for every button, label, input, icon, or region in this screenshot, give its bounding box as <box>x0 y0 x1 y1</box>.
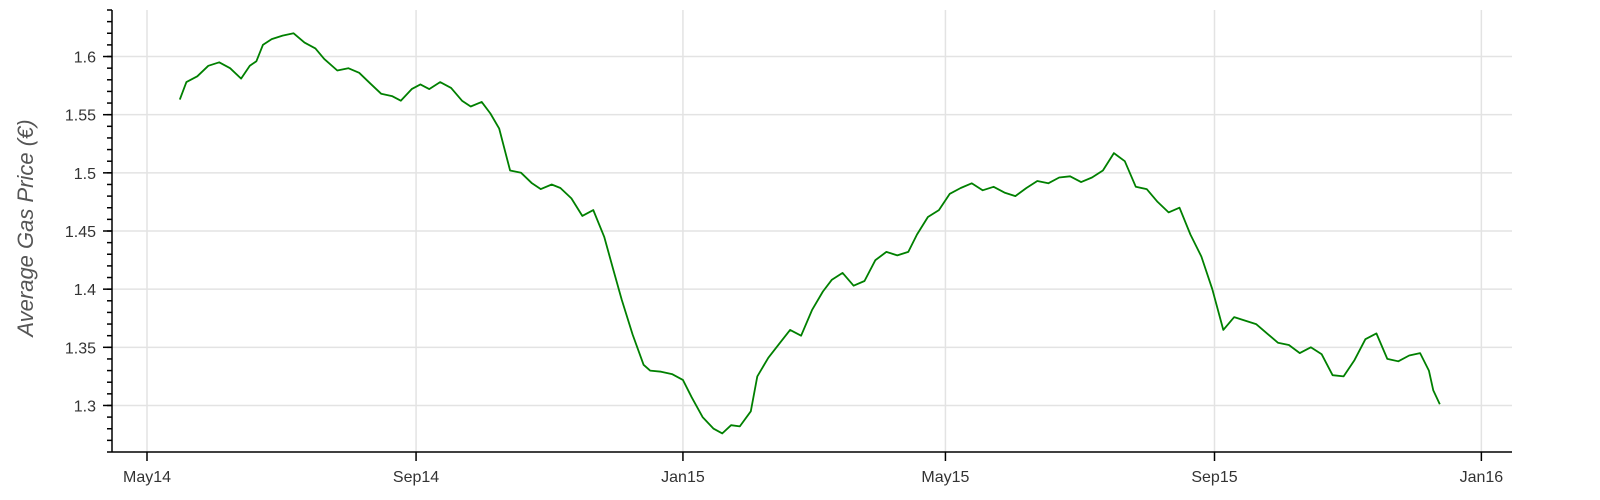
y-tick-label: 1.6 <box>74 50 96 67</box>
series-line <box>178 32 1441 435</box>
y-axis-ticks: 1.3 1.35 1.4 1.45 1.5 1.55 1.6 <box>65 9 112 453</box>
x-tick-label: Sep15 <box>1191 469 1237 486</box>
x-tick-label: May15 <box>921 469 969 486</box>
y-tick-label: 1.5 <box>74 166 96 183</box>
y-tick-label: 1.45 <box>65 224 96 241</box>
y-tick-label: 1.3 <box>74 398 96 415</box>
y-tick-label: 1.4 <box>74 282 96 299</box>
x-tick-label: May14 <box>123 469 171 486</box>
y-tick-label: 1.35 <box>65 340 96 357</box>
x-axis-ticks: May14 Sep14 Jan15 May15 Sep15 Jan16 <box>123 452 1503 486</box>
y-axis-label: Average Gas Price (€) <box>13 119 38 338</box>
y-tick-label: 1.55 <box>65 108 96 125</box>
x-tick-label: Jan16 <box>1460 469 1504 486</box>
series-layer <box>178 32 1441 435</box>
x-tick-label: Jan15 <box>661 469 705 486</box>
x-tick-label: Sep14 <box>393 469 439 486</box>
grid-lines <box>112 10 1512 452</box>
